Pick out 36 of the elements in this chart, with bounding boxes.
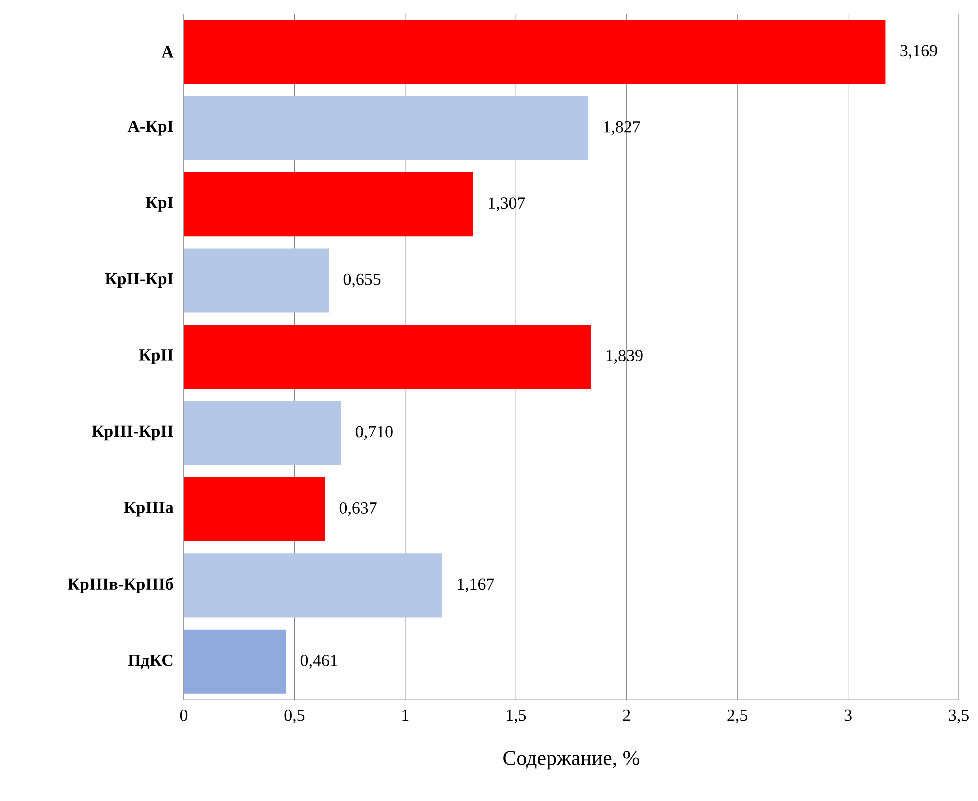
bar <box>184 20 886 84</box>
data-label: 0,637 <box>340 502 377 516</box>
bar <box>184 248 330 313</box>
data-label: 0,655 <box>344 274 381 288</box>
data-label: 1,827 <box>604 121 640 136</box>
data-label: 0,461 <box>300 654 338 669</box>
x-tick-label: 2,5 <box>728 710 748 724</box>
y-tick-label: А <box>162 46 174 58</box>
data-label: 1,307 <box>489 198 526 212</box>
bar <box>184 324 592 390</box>
data-label: 1,839 <box>606 350 643 364</box>
x-tick-label: 1,5 <box>507 710 526 724</box>
y-tick-label: А-КрI <box>128 120 174 136</box>
x-tick-label: 3 <box>844 710 852 722</box>
x-tick-label: 0,5 <box>284 710 305 724</box>
data-label: 3,169 <box>900 45 938 60</box>
bar <box>184 630 286 694</box>
y-tick-label: КрIII-КрII <box>92 426 174 441</box>
y-tick-label: ПдКС <box>128 654 173 669</box>
x-tick-label: 1 <box>402 710 409 722</box>
bar <box>184 554 442 618</box>
bar <box>184 477 326 542</box>
y-tick-label: КрI <box>146 197 174 212</box>
x-axis-title: Содержание, % <box>504 751 640 770</box>
bar <box>184 96 589 160</box>
x-tick-label: 2 <box>623 710 630 722</box>
x-tick-label: 3,5 <box>949 710 969 724</box>
x-tick-label: 0 <box>180 710 188 722</box>
y-tick-label: КрII <box>139 350 174 364</box>
bar <box>184 401 342 466</box>
bar <box>184 172 474 237</box>
y-tick-label: КрII-КрI <box>105 273 174 288</box>
y-tick-label: КрIIIа <box>124 502 174 517</box>
y-tick-label: КрIIIв-КрIIIб <box>68 578 174 594</box>
data-label: 1,167 <box>458 578 494 593</box>
data-label: 0,710 <box>356 426 393 440</box>
